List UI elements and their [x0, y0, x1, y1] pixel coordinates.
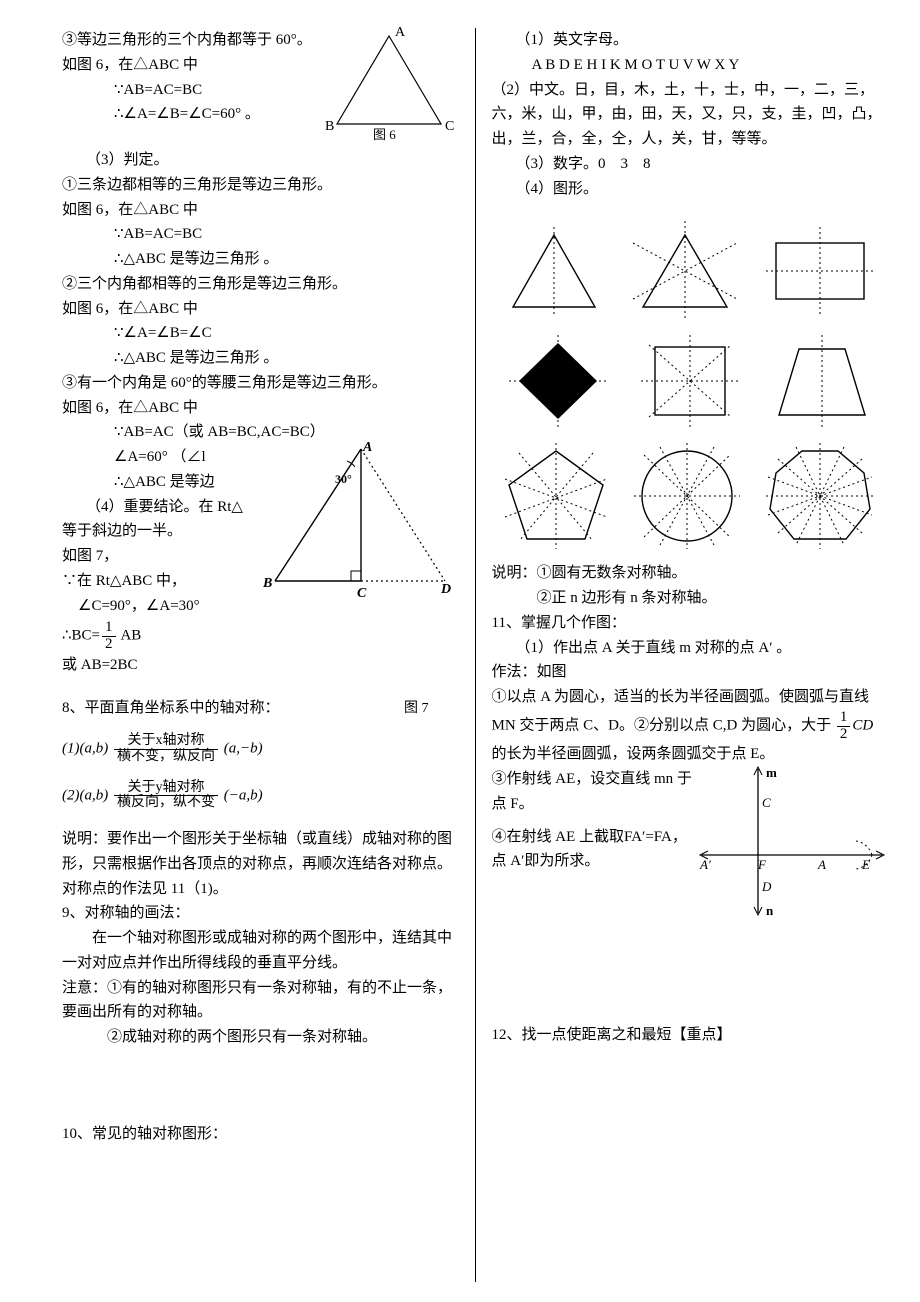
text-line: ①三条边都相等的三角形是等边三角形。: [62, 173, 459, 198]
fig6-label-a: A: [395, 25, 406, 40]
column-divider: [475, 28, 476, 1282]
fig6-caption: 图 6: [373, 127, 396, 142]
shape-rectangle: [760, 221, 880, 321]
svg-text:n: n: [766, 903, 774, 918]
text-block: 说明：要作出一个图形关于坐标轴（或直线）成轴对称的图形，只需根据作出各顶点的对称…: [62, 827, 459, 901]
section-11: 11、掌握几个作图：: [492, 611, 889, 636]
text-line: 作法：如图: [492, 660, 889, 685]
shape-octagon: [760, 441, 880, 551]
svg-text:A′: A′: [699, 857, 711, 872]
shape-row-2: [492, 331, 889, 431]
text-line: ③有一个内角是 60°的等腰三角形是等边三角形。: [62, 371, 459, 396]
text-line: （3）判定。: [62, 148, 459, 173]
fig7-caption: 图 7: [404, 697, 429, 720]
section-12: 12、找一点使距离之和最短【重点】: [492, 1023, 889, 1048]
text-line: A B D E H I K M O T U V W X Y: [492, 53, 889, 78]
svg-text:m: m: [766, 765, 777, 780]
text-block: 注意：①有的轴对称图形只有一条对称轴，有的不止一条，要画出所有的对称轴。: [62, 976, 459, 1026]
svg-text:A: A: [817, 857, 826, 872]
text-line: ②正 n 边形有 n 条对称轴。: [492, 586, 889, 611]
text-line: （4）图形。: [492, 177, 889, 202]
fig7-A: A: [362, 441, 372, 455]
shape-trapezoid: [767, 331, 877, 431]
fig6-label-c: C: [445, 119, 454, 134]
text-line: ②三个内角都相等的三角形是等边三角形。: [62, 272, 459, 297]
shape-diamond: [503, 331, 613, 431]
eq-bc: ∴BC=12 AB: [62, 620, 459, 653]
text-line: 如图 6，在△ABC 中: [62, 396, 459, 421]
fig7-B: B: [263, 576, 272, 591]
svg-text:C: C: [762, 795, 771, 810]
text-line: 如图 6，在△ABC 中: [62, 297, 459, 322]
right-column: （1）英文字母。 A B D E H I K M O T U V W X Y （…: [478, 28, 889, 1282]
text-line: ∴△ABC 是等边三角形 。: [62, 346, 459, 371]
eq-y-axis: (2)(a,b) 关于y轴对称横反向，纵不变 (−a,b): [62, 781, 459, 811]
figure-7: 30° A B C D: [263, 441, 453, 606]
fig7-D: D: [440, 582, 451, 597]
text-line: 或 AB=2BC: [62, 653, 459, 678]
shape-triangle: [499, 221, 609, 321]
text-line: 说明：①圆有无数条对称轴。: [492, 561, 889, 586]
fig6-label-b: B: [325, 119, 334, 134]
eq-x-axis: (1)(a,b) 关于x轴对称横不变，纵反向 (a,−b): [62, 734, 459, 764]
section-8: 8、平面直角坐标系中的轴对称：: [62, 696, 404, 721]
text-line: ∵∠A=∠B=∠C: [62, 321, 459, 346]
figure-6: A B C 图 6: [319, 24, 459, 144]
text-line: （1）作出点 A 关于直线 m 对称的点 A′ 。: [492, 636, 889, 661]
shape-row-3: [492, 441, 889, 551]
fig7-C: C: [357, 586, 367, 601]
section-10: 10、常见的轴对称图形：: [62, 1122, 459, 1147]
shape-circle: [630, 441, 745, 551]
text-line: ∵AB=AC=BC: [62, 222, 459, 247]
text-block: 在一个轴对称图形或成轴对称的两个图形中，连结其中一对对应点并作出所得线段的垂直平…: [62, 926, 459, 976]
text-block: ①以点 A 为圆心，适当的长为半径画圆弧。使圆弧与直线 MN 交于两点 C、D。…: [492, 685, 889, 767]
text-line: 如图 6，在△ABC 中: [62, 198, 459, 223]
shape-pentagon: [499, 441, 614, 551]
svg-text:F: F: [757, 857, 767, 872]
text-block: ②成轴对称的两个图形只有一条对称轴。: [62, 1025, 459, 1050]
left-column: A B C 图 6 ③等边三角形的三个内角都等于 60°。 如图 6，在△ABC…: [62, 28, 473, 1282]
shape-triangle-6axis: [625, 221, 745, 321]
shape-row-1: [492, 221, 889, 321]
text-line: ∴△ABC 是等边三角形 。: [62, 247, 459, 272]
figure-axes: m n C D F A′ A E: [698, 763, 888, 923]
section-9: 9、对称轴的画法：: [62, 901, 459, 926]
svg-text:D: D: [761, 879, 772, 894]
text-block: （2）中文。日，目，木，土，十，士，中，一，二，三，六，米，山，甲，由，田，天，…: [492, 78, 889, 152]
text-line: （1）英文字母。: [492, 28, 889, 53]
text-line: （3）数字。0 3 8: [492, 152, 889, 177]
shape-square: [635, 331, 745, 431]
fig7-30: 30°: [335, 472, 352, 486]
svg-text:E: E: [861, 857, 870, 872]
